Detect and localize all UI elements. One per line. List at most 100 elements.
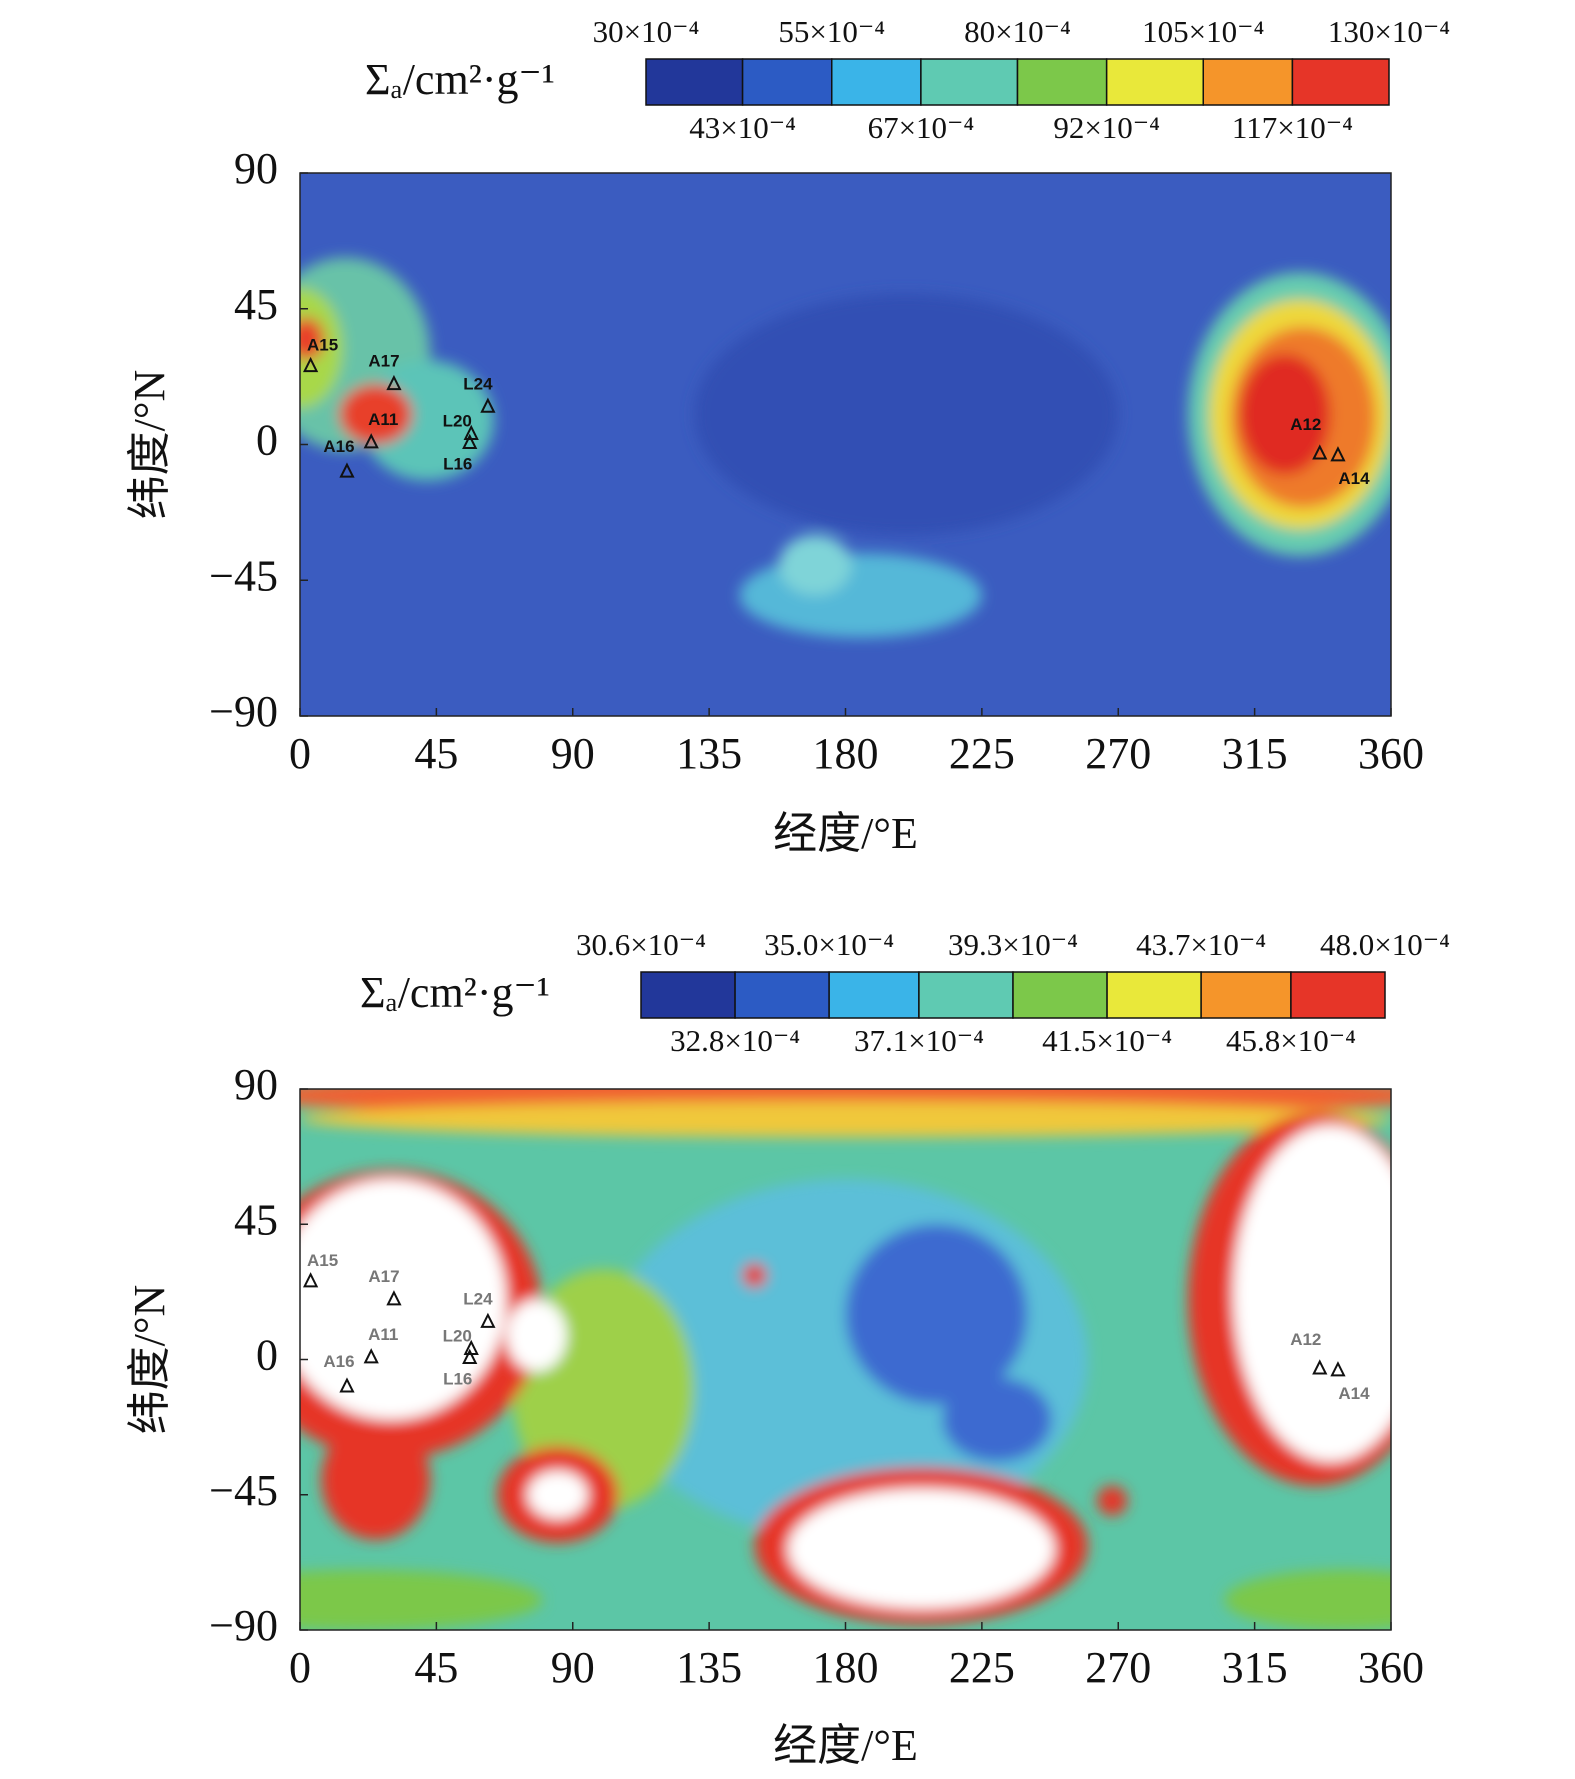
colorbar-tick-label: 30.6×10⁻⁴ bbox=[576, 927, 706, 962]
x-tick-label: 315 bbox=[1222, 729, 1288, 778]
colorbar: 30.6×10⁻⁴ 32.8×10⁻⁴ 35.0×10⁻⁴ 37.1×10⁻⁴ 39.3… bbox=[576, 927, 1450, 1058]
colorbar-segment bbox=[1012, 971, 1108, 1019]
site-marker bbox=[462, 1348, 478, 1364]
x-axis-label: 经度/°E bbox=[773, 809, 918, 858]
y-tick-label: −45 bbox=[209, 551, 278, 600]
y-tick-label: 45 bbox=[234, 1195, 278, 1244]
colorbar-tick-label: 45.8×10⁻⁴ bbox=[1226, 1023, 1356, 1058]
colorbar: 30×10⁻⁴ 43×10⁻⁴ 55×10⁻⁴ 67×10⁻⁴ 80×10⁻⁴ 92×10… bbox=[593, 14, 1450, 145]
site-marker bbox=[302, 356, 319, 373]
heatmap-region bbox=[787, 1488, 1055, 1609]
x-tick-label: 135 bbox=[676, 1643, 742, 1692]
y-axis-label: 纬度/°N bbox=[125, 1285, 174, 1435]
site-label: A12 bbox=[1290, 415, 1321, 434]
x-tick-label: 270 bbox=[1085, 1643, 1151, 1692]
colorbar-tick-label: 43×10⁻⁴ bbox=[689, 110, 796, 145]
site-marker bbox=[1312, 444, 1328, 460]
colorbar-tick-label: 43.7×10⁻⁴ bbox=[1136, 927, 1266, 962]
heatmap-region bbox=[339, 384, 413, 445]
site-label: L16 bbox=[443, 1369, 472, 1388]
x-tick-label: 0 bbox=[289, 729, 311, 778]
colorbar-tick-label: 67×10⁻⁴ bbox=[868, 110, 975, 145]
site-marker bbox=[480, 1312, 496, 1328]
site-marker bbox=[386, 374, 402, 391]
site-label: A11 bbox=[368, 1325, 398, 1344]
colorbar-segment bbox=[734, 971, 830, 1019]
site-label: L16 bbox=[443, 454, 472, 473]
site-label: A12 bbox=[1290, 1330, 1321, 1349]
colorbar-label: Σₐ/cm²·g⁻¹ bbox=[365, 55, 555, 104]
y-axis-label: 纬度/°N bbox=[125, 370, 174, 520]
x-tick-label: 270 bbox=[1085, 729, 1151, 778]
colorbar-tick-label: 39.3×10⁻⁴ bbox=[948, 927, 1078, 962]
colorbar-tick-label: 30×10⁻⁴ bbox=[593, 14, 700, 49]
heatmap bbox=[300, 1089, 1391, 1630]
heatmap-region bbox=[527, 1470, 588, 1519]
heatmap-region bbox=[300, 1101, 1391, 1138]
colorbar-tick-label: 48.0×10⁻⁴ bbox=[1320, 927, 1450, 962]
colorbar-segment bbox=[828, 971, 920, 1019]
site-label: L24 bbox=[463, 1289, 493, 1308]
colorbar-segment bbox=[918, 971, 1014, 1019]
site-label: A15 bbox=[307, 336, 338, 355]
colorbar-segment bbox=[1200, 971, 1292, 1019]
y-tick-label: −90 bbox=[209, 1601, 278, 1650]
site-label: A17 bbox=[368, 1267, 399, 1286]
colorbar-tick-label: 117×10⁻⁴ bbox=[1232, 110, 1353, 145]
heatmap-region bbox=[321, 1419, 431, 1540]
y-tick-label: 90 bbox=[234, 1060, 278, 1109]
site-marker bbox=[363, 1348, 379, 1364]
x-tick-label: 315 bbox=[1222, 1643, 1288, 1692]
site-marker bbox=[480, 397, 496, 413]
site-marker bbox=[386, 1290, 402, 1306]
colorbar-segment bbox=[1202, 58, 1294, 106]
x-tick-label: 180 bbox=[813, 729, 879, 778]
x-tick-label: 225 bbox=[949, 1643, 1015, 1692]
site-label: L20 bbox=[443, 411, 472, 430]
heatmap-region bbox=[506, 1299, 567, 1372]
heatmap-region bbox=[742, 1263, 767, 1288]
x-tick-label: 90 bbox=[551, 729, 595, 778]
x-tick-label: 180 bbox=[813, 1643, 879, 1692]
heatmap bbox=[300, 173, 1391, 716]
colorbar-segment bbox=[1105, 58, 1205, 106]
colorbar-tick-label: 35.0×10⁻⁴ bbox=[764, 927, 894, 962]
x-tick-label: 360 bbox=[1358, 1643, 1424, 1692]
heatmap-region bbox=[300, 1179, 507, 1420]
colorbar-segment bbox=[920, 58, 1019, 106]
y-tick-label: −90 bbox=[209, 687, 278, 736]
colorbar-tick-label: 130×10⁻⁴ bbox=[1328, 14, 1450, 49]
y-tick-label: −45 bbox=[209, 1466, 278, 1515]
site-marker bbox=[339, 462, 355, 478]
x-tick-label: 0 bbox=[289, 1643, 311, 1692]
colorbar-tick-label: 37.1×10⁻⁴ bbox=[854, 1023, 984, 1058]
site-label: A16 bbox=[323, 1352, 354, 1371]
heatmap-region bbox=[1224, 1569, 1391, 1630]
y-tick-label: 90 bbox=[234, 144, 278, 193]
heatmap-field bbox=[300, 1089, 1391, 1630]
site-marker bbox=[1312, 1359, 1328, 1375]
site-marker bbox=[1330, 1361, 1346, 1377]
colorbar-segment bbox=[645, 58, 744, 106]
x-tick-label: 45 bbox=[414, 729, 458, 778]
colorbar-segment bbox=[1290, 971, 1386, 1019]
panel: 0 45 90 135 180 225 270 315 360 −90 −45 0 45 90 经度/°E 纬… bbox=[125, 14, 1450, 858]
colorbar-tick-label: 105×10⁻⁴ bbox=[1142, 14, 1264, 49]
colorbar-tick-label: 32.8×10⁻⁴ bbox=[670, 1023, 800, 1058]
heatmap-region bbox=[1097, 1485, 1128, 1516]
site-marker bbox=[1330, 446, 1346, 462]
site-label: A11 bbox=[368, 410, 398, 429]
heatmap-region bbox=[778, 535, 852, 596]
y-tick-label: 0 bbox=[256, 1331, 278, 1380]
site-marker bbox=[302, 1272, 319, 1288]
heatmap-region bbox=[942, 1377, 1052, 1462]
x-tick-label: 135 bbox=[676, 729, 742, 778]
colorbar-tick-label: 55×10⁻⁴ bbox=[778, 14, 885, 49]
x-tick-label: 360 bbox=[1358, 729, 1424, 778]
colorbar-segment bbox=[831, 58, 922, 106]
x-tick-label: 45 bbox=[414, 1643, 458, 1692]
colorbar-tick-label: 80×10⁻⁴ bbox=[964, 14, 1071, 49]
heatmap-region bbox=[739, 553, 982, 638]
heatmap-region bbox=[693, 293, 1119, 535]
